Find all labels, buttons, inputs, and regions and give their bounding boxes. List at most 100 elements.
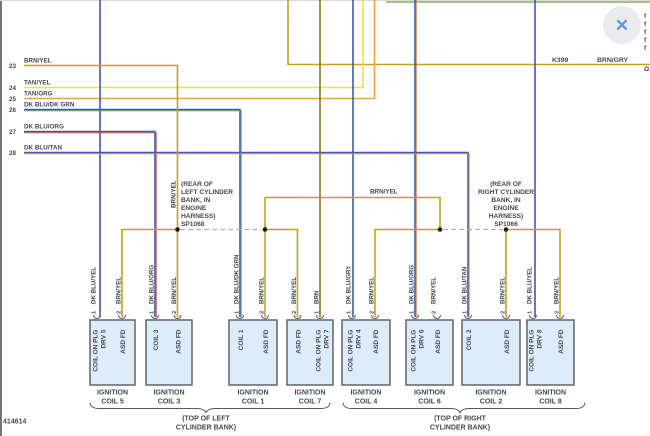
- riser-wire-label: BRN/YEL: [171, 180, 178, 208]
- pin-function-label: ASD FD: [176, 329, 183, 354]
- pin-number: 2: [172, 311, 178, 314]
- wire-stripe-dk-grn: [24, 110, 242, 317]
- clipped-text-fragment: f: [644, 29, 647, 36]
- pin-function-label: ASD FD: [504, 329, 511, 354]
- wire-stripe-org-left: [24, 132, 157, 317]
- clipped-text-fragment: f: [644, 13, 647, 20]
- wire-number: 26: [9, 107, 17, 114]
- wire-label: DK BLU/TAN: [24, 145, 62, 152]
- pin-function-label: DRV 5: [101, 329, 108, 348]
- pin-wire-label: DK BLU/ORG: [409, 265, 416, 304]
- pin-number: 2: [501, 311, 507, 314]
- pin-number: 2: [370, 311, 376, 314]
- coil-title: COIL 2: [480, 399, 503, 406]
- pin-wire-label: BRN: [314, 290, 321, 304]
- bank-label: CYLINDER BANK): [176, 425, 236, 432]
- coil-title: IGNITION: [475, 390, 506, 397]
- splice-note-line: BANK, IN: [491, 197, 521, 204]
- pin-function-label: ASD FD: [296, 329, 303, 354]
- pin-function-label: COIL ON PLG: [348, 330, 355, 372]
- coil-title: COIL 5: [101, 399, 124, 406]
- coil-box-7: [286, 319, 334, 386]
- pin-function-label: COIL ON PLG: [93, 330, 100, 372]
- pin-number: 1: [528, 310, 534, 314]
- coil-title: IGNITION: [97, 390, 128, 397]
- pin-wire-label: BRN/YEL: [171, 277, 178, 304]
- splice-note-line: ENGINE: [493, 205, 519, 212]
- coil-box-8: [526, 319, 575, 386]
- pin-number: 1: [92, 310, 98, 314]
- pin-number: 2: [260, 311, 266, 314]
- pin-number: 1: [150, 310, 156, 314]
- pin-function-label: COIL 1: [238, 329, 245, 350]
- coil-title: IGNITION: [414, 390, 445, 397]
- wire-label: BRN/YEL: [24, 58, 52, 65]
- pin-function-label: COIL 3: [153, 329, 160, 350]
- coil-box-4: [341, 319, 391, 386]
- splice-note-line: ENGINE: [181, 205, 207, 212]
- wire-label: TAN/YEL: [24, 80, 51, 87]
- splice-id: SP1068: [181, 221, 205, 228]
- pin-wire-label: BRN/YEL: [291, 277, 298, 304]
- pin-number: 1: [410, 310, 416, 314]
- pin-function-label: COIL ON PLG: [529, 330, 536, 372]
- coil-title: COIL 4: [355, 399, 378, 406]
- pin-wire-label: DK BLU/YEL: [91, 267, 98, 304]
- clipped-text-fragment: f: [644, 37, 647, 44]
- pin-wire-label: BRN/YEL: [500, 277, 507, 304]
- coil-box-5: [89, 319, 136, 386]
- wire-number: 25: [9, 96, 17, 103]
- coil-box-1: [228, 319, 278, 386]
- pin-wire-label: BRN/YEL: [554, 277, 561, 304]
- coil-title: IGNITION: [237, 390, 268, 397]
- pin-number: 2: [292, 311, 298, 314]
- pin-function-label: DRV 4: [356, 329, 363, 348]
- pin-number: 2: [432, 311, 438, 314]
- wire-label: DK BLU/ORG: [24, 124, 64, 131]
- pin-wire-label: BRN/YEL: [431, 277, 438, 304]
- splice-note-line: (REAR OF: [490, 181, 522, 188]
- wire-tan-yel: [24, 0, 364, 89]
- coil-title: COIL 3: [158, 399, 181, 406]
- pin-function-label: DRV 8: [537, 329, 544, 348]
- right-bank-brace: [342, 402, 586, 414]
- pin-function-label: COIL ON PLG: [316, 330, 323, 372]
- wire-number: 27: [9, 129, 17, 136]
- wire-label: TAN/ORG: [24, 91, 53, 98]
- figure-number: 414614: [3, 419, 26, 426]
- pin-wire-label: BRN/YEL: [369, 277, 376, 304]
- pin-wire-label: DK BLU/YEL: [527, 267, 534, 304]
- pin-wire-label: BRN/YEL: [259, 277, 266, 304]
- pin-number: 1: [347, 310, 353, 314]
- wire-label: DK BLU/DK GRN: [24, 102, 75, 109]
- splice-id: SP1066: [494, 221, 518, 228]
- wire-brn-yel-network: [24, 64, 561, 317]
- pin-connector-arcs: [93, 314, 564, 319]
- wire-number: 23: [9, 63, 17, 70]
- splice-note-line: BANK, IN: [181, 197, 211, 204]
- splice-note-line: LEFT CYLINDER: [181, 189, 233, 196]
- wire-tan-org: [24, 0, 376, 100]
- coil-box-6: [405, 319, 454, 386]
- junction-dot-sp1066-a: [437, 227, 443, 232]
- wire-number: 28: [9, 150, 17, 157]
- junction-dot-sp1068-a: [175, 227, 180, 232]
- splice-note-line: RIGHT CYLINDER: [478, 189, 534, 196]
- coil-title: IGNITION: [294, 390, 325, 397]
- pin-function-label: ASD FD: [435, 329, 442, 354]
- pin-wire-label: DK BLU/GRY: [346, 265, 353, 304]
- pin-function-label: DRV 6: [419, 329, 426, 348]
- clipped-text-fragment: Ω: [644, 66, 649, 73]
- coil-title: COIL 8: [539, 399, 562, 406]
- close-icon: ✕: [614, 15, 630, 35]
- coil-box-2: [461, 319, 521, 386]
- coil-title: IGNITION: [350, 390, 381, 397]
- wire-stripe-tan: [24, 153, 470, 317]
- wires-dk-blu: [24, 0, 536, 317]
- left-bank-brace: [89, 402, 331, 414]
- pin-number: 2: [117, 311, 123, 314]
- pin-function-label: ASD FD: [120, 329, 127, 354]
- close-button[interactable]: ✕: [603, 6, 641, 44]
- clipped-text-fragment: f: [644, 45, 647, 52]
